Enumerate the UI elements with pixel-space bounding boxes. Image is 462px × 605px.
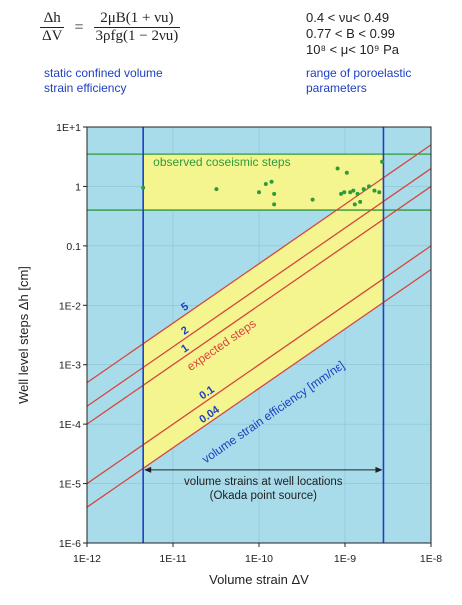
observed-point [263,181,268,186]
expected-steps-band [143,177,384,469]
observed-point [257,190,261,195]
efficiency-value-label: 1 [179,342,191,355]
observed-point [339,191,344,196]
y-tick-label: 1E-3 [59,360,81,372]
observed-point [380,159,385,164]
observed-steps-box [143,154,384,211]
efficiency-value-label: 5 [179,301,191,314]
observed-point [344,170,349,175]
params-caption-line1: range of poroelastic [306,66,412,80]
strain-range-label-line2: (Okada point source) [210,490,318,502]
y-tick-label: 1E-5 [59,479,81,491]
axis-ticks: 1E-12 1E-11 1E-10 1E-9 1E-8 1E-6 1E-5 1E-4 1E-3 1… [56,122,442,565]
observed-point [355,191,360,196]
observed-point [272,202,277,207]
x-tick-label: 1E-11 [159,553,186,565]
observed-steps-label: observed coseismic steps [153,155,290,169]
strain-range-lines [142,127,385,543]
efficiency-line [87,245,431,485]
efficiency-value-label: 2 [179,324,191,337]
params-caption: range of poroelastic parameters [306,66,411,96]
params-caption-line2: parameters [306,81,367,95]
equals-sign: = [74,18,84,36]
formula-caption: static confined volume strain efficiency [44,66,163,96]
y-tick-label: 1 [75,181,81,193]
observed-point [342,190,347,195]
x-tick-label: 1E-8 [420,553,442,565]
formula-rhs-numerator: 2μB(1 + νu) [93,10,181,28]
strain-arrow-head-right [375,466,383,473]
observed-point [377,190,382,195]
observed-point [141,185,146,190]
x-tick-label: 1E-12 [73,553,101,565]
x-axis-label: Volume strain ΔV [209,572,309,587]
efficiency-line [87,144,431,384]
formula-caption-line1: static confined volume [44,66,163,80]
y-tick-label: 0.1 [66,241,81,253]
efficiency-line [87,268,431,508]
strain-range-label-line1: volume strains at well locations [184,476,343,488]
strain-range-arrow [144,466,383,473]
strain-arrow-head-left [144,466,152,473]
y-tick-label: 1E-6 [59,538,81,550]
poroelastic-params: 0.4 < νu< 0.49 0.77 < B < 0.99 10⁸ < μ< … [306,10,399,58]
observed-point [372,188,377,193]
formula-lhs: Δh ΔV [40,10,65,45]
observed-point [358,199,363,204]
observed-points [141,159,385,207]
x-tick-label: 1E-10 [245,553,273,565]
x-tick-label: 1E-9 [334,553,356,565]
formula-lhs-denominator: ΔV [42,28,63,44]
param-nu: 0.4 < νu< 0.49 [306,10,390,25]
formula-lhs-numerator: Δh [40,10,65,28]
y-tick-label: 1E+1 [56,122,81,134]
observed-point [310,197,315,202]
observed-point [348,190,353,195]
observed-point [366,184,371,189]
observed-point [352,202,357,207]
observed-point [272,191,277,196]
formula-caption-line2: strain efficiency [44,81,127,95]
efficiency-lines [87,144,431,508]
formula-rhs-denominator: 3ρfg(1 − 2νu) [95,28,179,44]
formula: Δh ΔV = 2μB(1 + νu) 3ρfg(1 − 2νu) [40,10,181,45]
formula-rhs: 2μB(1 + νu) 3ρfg(1 − 2νu) [93,10,181,45]
y-tick-label: 1E-2 [59,300,81,312]
param-b: 0.77 < B < 0.99 [306,26,395,41]
observed-point [269,179,274,184]
observed-point [214,187,219,192]
observed-point [335,166,340,171]
observed-point [361,187,366,192]
efficiency-line [87,168,431,407]
observed-point [351,188,356,193]
y-tick-label: 1E-4 [59,419,81,431]
y-axis-label: Well level steps Δh [cm] [16,266,31,404]
efficiency-line [87,185,431,425]
param-mu: 10⁸ < μ< 10⁹ Pa [306,42,399,57]
